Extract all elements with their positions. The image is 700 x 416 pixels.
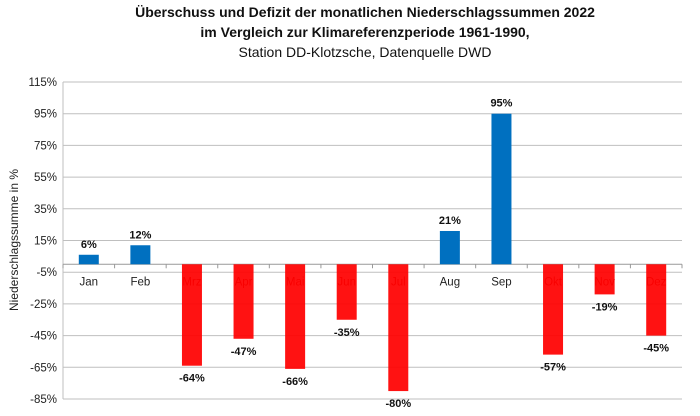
bar-okt [543, 264, 564, 355]
bar-jul [388, 264, 409, 392]
bar-aug [439, 230, 460, 265]
y-tick-label: -5% [37, 267, 57, 279]
bar-mai [285, 264, 306, 369]
bar-nov [594, 264, 615, 295]
data-label: -47% [231, 346, 257, 358]
bar-dez [646, 264, 667, 336]
x-category-label: Feb [130, 276, 150, 288]
y-tick-label: -45% [30, 331, 57, 343]
data-label: -45% [643, 343, 669, 355]
y-tick-label: 15% [34, 236, 57, 248]
bar-mrz [181, 264, 202, 366]
data-label: -57% [540, 362, 566, 374]
y-tick-label: 35% [34, 204, 57, 216]
bar-apr [233, 264, 254, 339]
data-label: 12% [129, 229, 151, 241]
x-category-label: Aug [440, 276, 460, 288]
y-tick-label: 115% [28, 77, 57, 89]
chart-subtitle: Station DD-Klotzsche, Datenquelle DWD [239, 44, 492, 60]
y-axis-label: Niederschlagssumme in % [7, 169, 21, 311]
y-tick-label: -65% [30, 362, 57, 374]
bar-sep [491, 113, 512, 265]
data-label: 6% [81, 239, 97, 251]
y-tick-label: 95% [34, 109, 57, 121]
data-label: -35% [334, 327, 360, 339]
data-label: -80% [385, 398, 411, 410]
bar-jun [336, 264, 357, 320]
data-label: -19% [592, 301, 618, 313]
bar-feb [130, 245, 151, 265]
y-tick-label: -85% [30, 394, 57, 406]
y-tick-label: 75% [34, 140, 57, 152]
bar-jan [78, 254, 99, 265]
x-category-label: Sep [491, 276, 511, 288]
data-label: -66% [282, 376, 308, 388]
chart-title-line-2: im Vergleich zur Klimareferenzperiode 19… [200, 24, 529, 40]
y-tick-label: -25% [30, 299, 57, 311]
data-label: 95% [490, 98, 512, 110]
y-tick-label: 55% [34, 172, 57, 184]
data-label: 21% [439, 215, 461, 227]
chart-title-line-1: Überschuss und Defizit der monatlichen N… [135, 4, 595, 20]
data-label: -64% [179, 373, 205, 385]
x-category-label: Jan [80, 276, 99, 288]
